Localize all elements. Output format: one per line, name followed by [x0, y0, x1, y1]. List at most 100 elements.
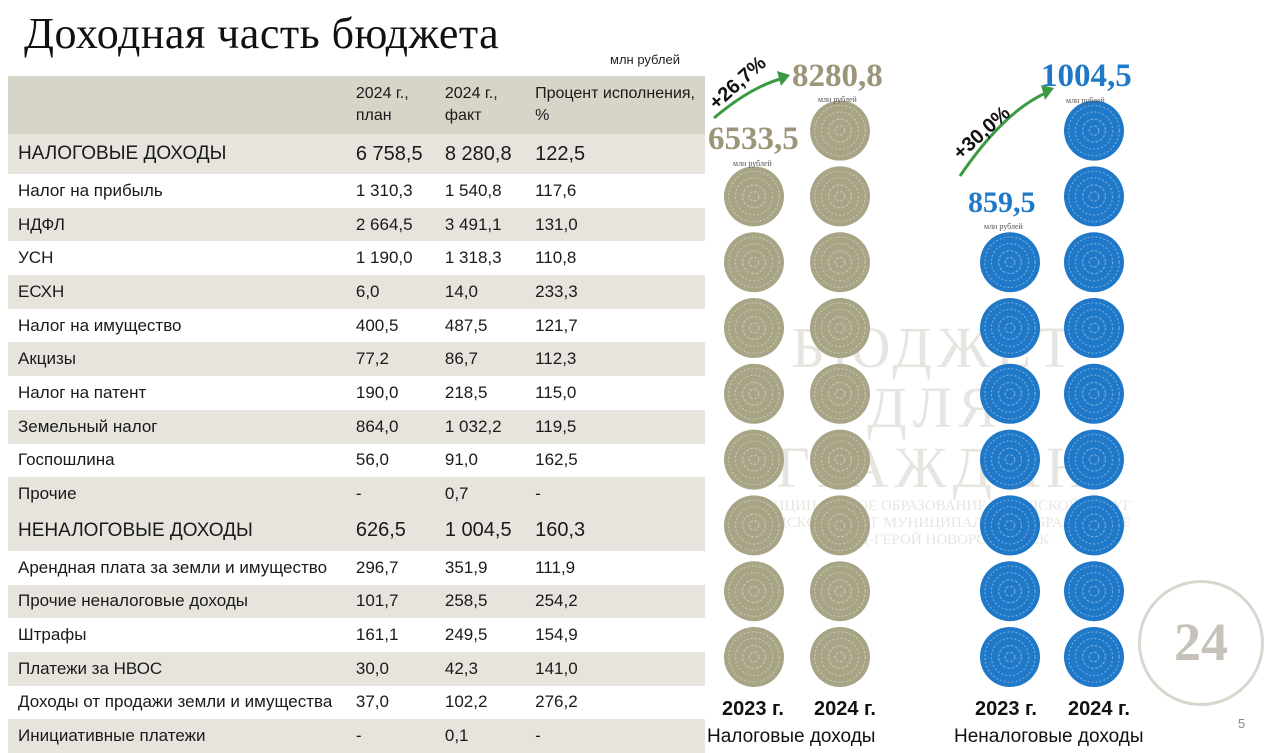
plan-cell: 626,5	[345, 510, 435, 551]
nontax-coin-0-2	[980, 495, 1040, 556]
row-name-cell: Налог на имущество	[8, 308, 346, 343]
nontax-coin-1-4	[1064, 363, 1124, 424]
percent-cell: 115,0	[525, 376, 705, 410]
table-row: Акцизы 77,2 86,7 112,3	[8, 342, 705, 377]
nontax-coin-0-3	[980, 429, 1040, 490]
percent-cell: 121,7	[525, 308, 705, 343]
fact-cell: 487,5	[434, 308, 526, 343]
nontax-2023-value: 859,5	[968, 186, 1036, 219]
plan-cell: 296,7	[345, 550, 435, 585]
table-row: Налог на патент 190,0 218,5 115,0	[8, 376, 705, 410]
table-row: Инициативные платежи -0,1-	[8, 719, 705, 753]
plan-cell: -	[345, 477, 435, 511]
plan-cell: 2 664,5	[345, 207, 435, 242]
page-title: Доходная часть бюджета	[24, 9, 500, 58]
nontax-coin-1-5	[1064, 298, 1124, 358]
row-name-cell: НДФЛ	[8, 207, 346, 242]
percent-cell: 111,9	[525, 550, 705, 585]
plan-cell: 30,0	[345, 651, 435, 686]
row-name-cell: Налог на прибыль	[8, 174, 346, 208]
percent-cell: 162,5	[525, 443, 705, 478]
header-cell-plan: 2024 г., план	[345, 76, 435, 134]
table-row: НДФЛ 2 664,5 3 491,1 131,0	[8, 207, 705, 242]
row-name-cell: Акцизы	[8, 342, 346, 377]
anniversary-badge: 24	[1138, 580, 1264, 706]
header-cell-name	[8, 76, 346, 134]
nontax-coin-1-1	[1064, 561, 1124, 622]
tax-coin-0-3	[724, 429, 784, 490]
header-cell-fact: 2024 г., факт	[434, 76, 526, 134]
table-section-row: НЕНАЛОГОВЫЕ ДОХОДЫ 626,5 1 004,5 160,3	[8, 510, 705, 551]
table-row: Госпошлина 56,0 91,0 162,5	[8, 443, 705, 478]
tax-coin-1-0	[810, 627, 870, 687]
plan-cell: 56,0	[345, 443, 435, 478]
table-row: УСН 1 190,0 1 318,3 110,8	[8, 241, 705, 276]
row-name-cell: Арендная плата за земли и имущество	[8, 550, 346, 585]
tax-year-2024: 2024 г.	[814, 698, 876, 720]
fact-cell: 258,5	[434, 584, 526, 619]
tax-coin-1-5	[810, 298, 870, 358]
row-name-cell: НАЛОГОВЫЕ ДОХОДЫ	[8, 134, 346, 174]
plan-cell: 1 310,3	[345, 174, 435, 208]
table-row: Прочие -0,7-	[8, 477, 705, 511]
plan-cell: 1 190,0	[345, 241, 435, 276]
plan-cell: 400,5	[345, 308, 435, 343]
row-name-cell: Земельный налог	[8, 409, 346, 444]
percent-cell: 160,3	[525, 510, 705, 551]
tax-caption: Налоговые доходы	[707, 726, 876, 747]
fact-cell: 0,1	[434, 719, 526, 753]
table-row: Доходы от продажи земли и имущества 37,0 1…	[8, 685, 705, 720]
fact-cell: 1 032,2	[434, 409, 526, 444]
nontax-coin-0-0	[980, 627, 1040, 687]
row-name-cell: Прочие	[8, 477, 346, 511]
table-row: Налог на имущество 400,5 487,5 121,7	[8, 308, 705, 343]
row-name-cell: Платежи за НВОС	[8, 651, 346, 686]
percent-cell: 122,5	[525, 134, 705, 174]
nontax-coin-0-6	[980, 232, 1040, 293]
nontax-2023-unit: млн рублей	[984, 222, 1023, 231]
plan-cell: 101,7	[345, 584, 435, 619]
tax-coin-0-1	[724, 561, 784, 622]
table-row: Платежи за НВОС 30,0 42,3 141,0	[8, 651, 705, 686]
tax-2024-unit: млн рублей	[818, 95, 857, 104]
tax-coin-0-7	[724, 166, 784, 227]
plan-cell: -	[345, 719, 435, 753]
table-row: Арендная плата за земли и имущество 296,7…	[8, 550, 705, 585]
percent-cell: 119,5	[525, 409, 705, 444]
tax-coin-0-4	[724, 363, 784, 424]
tax-coin-0-0	[724, 627, 784, 687]
plan-cell: 77,2	[345, 342, 435, 377]
table-section-row: НАЛОГОВЫЕ ДОХОДЫ 6 758,5 8 280,8 122,5	[8, 134, 705, 174]
nontax-growth-arrow	[958, 90, 1049, 177]
percent-cell: 141,0	[525, 651, 705, 686]
percent-cell: 233,3	[525, 275, 705, 309]
page-number: 5	[1238, 716, 1246, 731]
percent-cell: 117,6	[525, 174, 705, 208]
fact-cell: 3 491,1	[434, 207, 526, 242]
table-row: Налог на прибыль 1 310,3 1 540,8 117,6	[8, 174, 705, 208]
row-name-cell: УСН	[8, 241, 346, 276]
nontax-year-2024: 2024 г.	[1068, 698, 1130, 720]
table-row: Прочие неналоговые доходы 101,7 258,5 254,2	[8, 584, 705, 619]
fact-cell: 218,5	[434, 376, 526, 410]
fact-cell: 1 540,8	[434, 174, 526, 208]
nontax-2024-value: 1004,5	[1041, 58, 1132, 94]
nontax-coin-1-8	[1064, 100, 1124, 161]
nontax-coin-0-5	[980, 298, 1040, 358]
fact-cell: 1 318,3	[434, 241, 526, 276]
row-name-cell: Налог на патент	[8, 376, 346, 410]
tax-coin-0-2	[724, 495, 784, 556]
tax-coin-1-3	[810, 429, 870, 490]
nontax-growth-arrow-head	[1041, 85, 1054, 100]
row-name-cell: НЕНАЛОГОВЫЕ ДОХОДЫ	[8, 510, 346, 551]
nontax-coin-1-0	[1064, 627, 1124, 687]
fact-cell: 0,7	[434, 477, 526, 511]
revenue-table: 2024 г., план 2024 г., факт Процент исполн…	[8, 76, 705, 753]
plan-cell: 161,1	[345, 618, 435, 652]
tax-2023-value: 6533,5	[708, 121, 799, 157]
fact-cell: 91,0	[434, 443, 526, 478]
row-name-cell: ЕСХН	[8, 275, 346, 309]
fact-cell: 8 280,8	[434, 134, 526, 174]
table-row: ЕСХН 6,0 14,0 233,3	[8, 275, 705, 309]
